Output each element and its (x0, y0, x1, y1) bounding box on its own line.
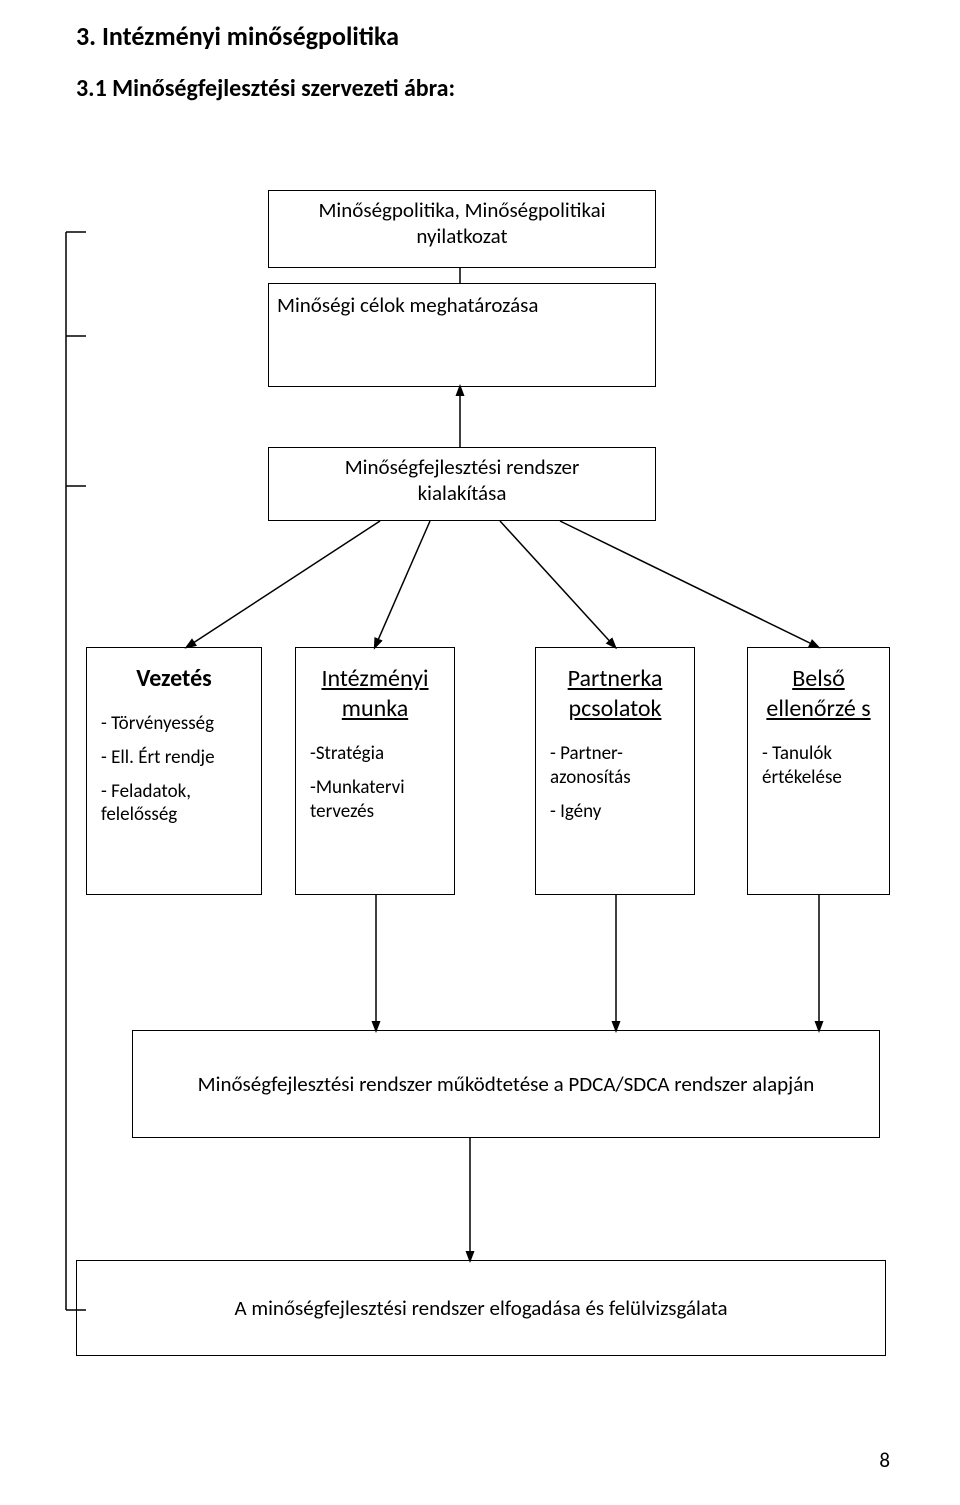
box-minosegi-celok-text: Minőségi célok meghatározása (277, 292, 647, 318)
heading-section-3: 3. Intézményi minőségpolitika (76, 20, 399, 52)
node-partnerkapcsolatok-title: Partnerka pcsolatok (550, 664, 680, 724)
page-number: 8 (879, 1447, 890, 1473)
box-rendszer-kialakitasa-line1: Minőségfejlesztési rendszer (345, 454, 580, 480)
node-partnerkapcsolatok-line-1: - Igény (550, 800, 680, 824)
node-belso-ellenorzes-title: Belső ellenőrzé s (762, 664, 875, 724)
box-minosegi-celok: Minőségi célok meghatározása (268, 283, 656, 387)
node-vezetes-line-2: - Feladatok, felelősség (101, 780, 247, 828)
node-vezetes-line-0: - Törvényesség (101, 712, 247, 736)
box-elfogadas-felulvizsgalat: A minőségfejlesztési rendszer elfogadása… (76, 1260, 886, 1356)
box-pdca-sdca: Minőségfejlesztési rendszer működtetése … (132, 1030, 880, 1138)
node-vezetes: Vezetés - Törvényesség - Ell. Ért rendje… (86, 647, 262, 895)
box-minosegpolitika-line2: nyilatkozat (416, 223, 507, 249)
box-rendszer-kialakitasa: Minőségfejlesztési rendszer kialakítása (268, 447, 656, 521)
node-partnerkapcsolatok-line-0: - Partner-azonosítás (550, 742, 680, 790)
box-elfogadas-felulvizsgalat-text: A minőségfejlesztési rendszer elfogadása… (85, 1295, 877, 1321)
node-intezmenyi-munka: Intézményi munka -Stratégia -Munkatervi … (295, 647, 455, 895)
node-intezmenyi-munka-line-0: -Stratégia (310, 742, 440, 766)
node-intezmenyi-munka-title: Intézményi munka (310, 664, 440, 724)
box-minosegpolitika-line1: Minőségpolitika, Minőségpolitikai (318, 197, 605, 223)
node-vezetes-line-1: - Ell. Ért rendje (101, 746, 247, 770)
box-pdca-sdca-text: Minőségfejlesztési rendszer működtetése … (141, 1071, 871, 1097)
node-partnerkapcsolatok: Partnerka pcsolatok - Partner-azonosítás… (535, 647, 695, 895)
box-rendszer-kialakitasa-line2: kialakítása (418, 480, 507, 506)
node-vezetes-title: Vezetés (101, 664, 247, 694)
node-belso-ellenorzes-line-0: - Tanulók értékelése (762, 742, 875, 790)
node-intezmenyi-munka-line-1: -Munkatervi tervezés (310, 776, 440, 824)
node-belso-ellenorzes: Belső ellenőrzé s - Tanulók értékelése (747, 647, 890, 895)
heading-section-3-1: 3.1 Minőségfejlesztési szervezeti ábra: (76, 74, 455, 103)
box-minosegpolitika: Minőségpolitika, Minőségpolitikai nyilat… (268, 190, 656, 268)
